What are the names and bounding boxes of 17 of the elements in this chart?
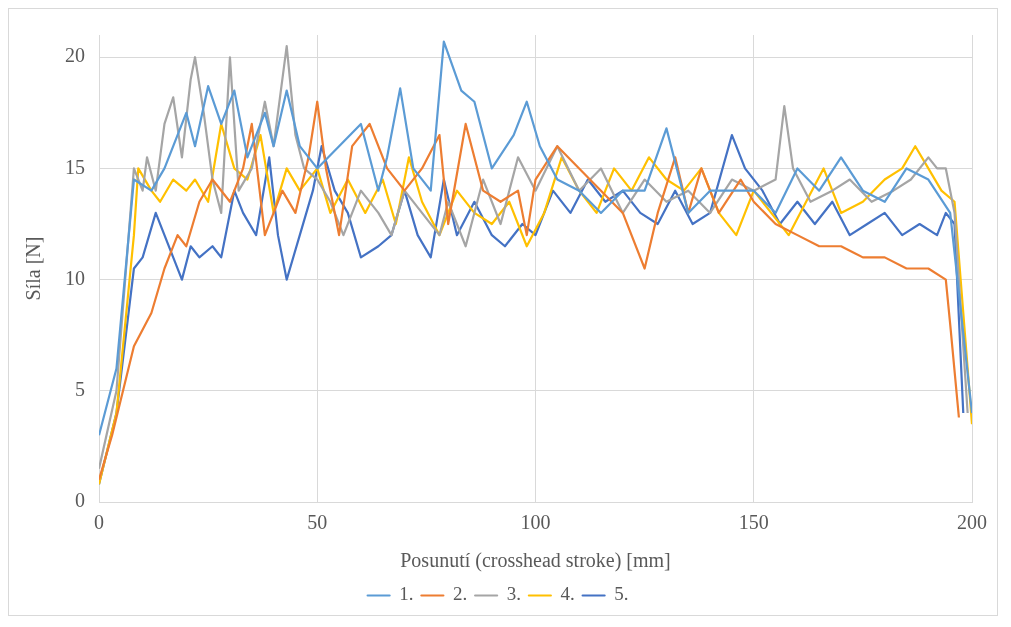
legend-label: 2.: [452, 583, 468, 605]
y-tick-label: 5: [75, 378, 85, 401]
y-axis-title: Síla [N]: [22, 236, 45, 301]
legend-label: 3.: [506, 583, 521, 605]
x-tick-label: 150: [738, 511, 769, 534]
x-axis-title: Posunutí (crosshead stroke) [mm]: [400, 549, 671, 573]
y-tick-label: 0: [75, 489, 85, 512]
legend-label: 1.: [399, 583, 414, 605]
legend-label: 4.: [560, 583, 575, 605]
x-tick-label: 50: [307, 511, 328, 534]
legend-label: 5.: [614, 583, 629, 605]
y-tick-label: 15: [65, 155, 85, 178]
x-tick-label: 0: [94, 511, 104, 534]
y-tick-label: 10: [65, 266, 85, 289]
y-tick-label: 20: [65, 44, 85, 67]
x-tick-label: 100: [520, 511, 551, 534]
x-tick-label: 200: [957, 511, 987, 534]
